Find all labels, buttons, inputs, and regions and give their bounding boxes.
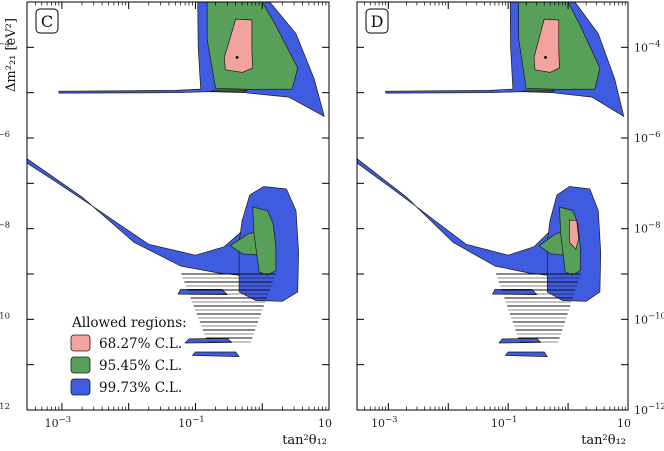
panel-label: C: [41, 12, 53, 31]
y-tick-label: 10−10: [0, 311, 10, 326]
x-tick-label: 10: [318, 417, 332, 430]
panel-label-box: [35, 8, 59, 34]
region-6827-patch-0: [533, 18, 560, 73]
y-tick-label: 10−8: [0, 221, 10, 236]
region-6827-patch-1: [569, 219, 579, 250]
panel-label: D: [371, 12, 384, 31]
region-9545-patch-0: [518, 2, 601, 90]
region-9545-patch-1: [521, 89, 556, 93]
panel-label-box: [365, 8, 389, 34]
x-tick-label: 10−1: [178, 415, 205, 430]
legend-swatch: [70, 334, 91, 352]
y-tick-label: 10−4: [0, 39, 10, 54]
y-tick-label: 10−10: [634, 311, 664, 326]
panel-0-frame: [26, 1, 330, 411]
region-9973-patch-3: [492, 288, 538, 296]
best-fit-point: [235, 55, 239, 59]
region-9973-patch-1: [357, 158, 579, 277]
region-9973-patch-4: [498, 338, 542, 344]
legend-swatch: [70, 356, 91, 374]
panel-0-plot-area: [27, 2, 325, 358]
legend-swatch: [70, 378, 91, 396]
legend-entry-label: 68.27% C.L.: [99, 336, 182, 352]
y-tick-label: 10−12: [0, 402, 10, 417]
region-9545-patch-0: [206, 2, 299, 90]
region-9545-patch-3: [252, 206, 277, 276]
region-6827-patch-0: [223, 18, 254, 73]
region-9973-patch-4: [184, 338, 233, 344]
y-axis-label: Δm²₂₁ [eV²]: [4, 18, 19, 92]
x-tick-label: 10−3: [45, 415, 72, 430]
y-tick-label: 10−6: [0, 130, 10, 145]
best-fit-point: [544, 55, 547, 59]
x-tick-label: 10−3: [371, 415, 398, 430]
y-tick-label: 10−8: [634, 221, 661, 236]
legend-entry-label: 99.73% C.L.: [99, 380, 182, 396]
legend: Allowed regions: 68.27% C.L. 95.45% C.L. 99…: [70, 315, 187, 396]
hatched-band: [181, 273, 276, 343]
y-tick-label: 10−4: [634, 39, 661, 54]
y-tick-label: 10−12: [634, 402, 664, 417]
x-axis-label: tan²θ₁₂: [282, 433, 327, 448]
region-9973-patch-3: [177, 288, 228, 296]
x-tick-label: 10: [617, 417, 631, 430]
x-axis-label: tan²θ₁₂: [581, 433, 626, 448]
panel-1-plot-area: [357, 2, 625, 358]
region-9973-patch-5: [505, 351, 548, 358]
panel-1-frame: [356, 1, 629, 411]
y-tick-label: 10−6: [634, 130, 661, 145]
legend-entry-label: 95.45% C.L.: [99, 358, 182, 374]
legend-title: Allowed regions:: [71, 315, 187, 331]
region-9545-patch-1: [210, 89, 248, 93]
x-tick-label: 10−1: [491, 415, 518, 430]
hatched-band: [496, 273, 581, 343]
region-9973-patch-1: [27, 158, 275, 277]
region-9973-patch-5: [192, 351, 240, 358]
